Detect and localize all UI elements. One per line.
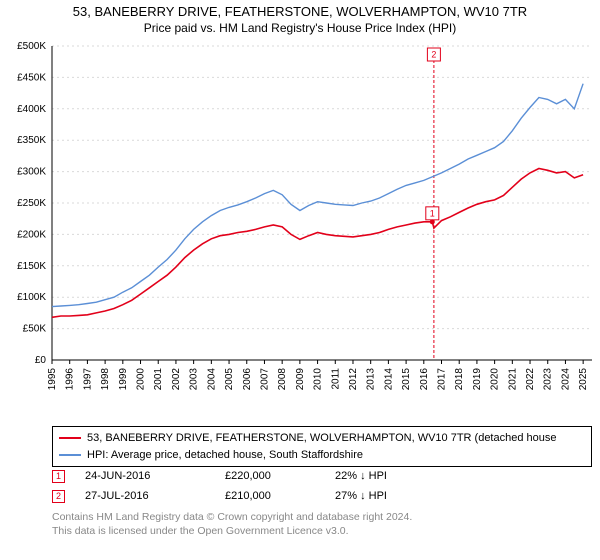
event-row: 1 24-JUN-2016£220,00022% ↓ HPI xyxy=(52,466,592,486)
legend-label: HPI: Average price, detached house, Sout… xyxy=(87,447,363,464)
x-tick-label: 2008 xyxy=(277,368,288,391)
y-tick-label: £450K xyxy=(17,72,46,83)
x-tick-label: 1999 xyxy=(118,368,129,391)
x-tick-label: 2022 xyxy=(525,368,536,391)
chart-title-address: 53, BANEBERRY DRIVE, FEATHERSTONE, WOLVE… xyxy=(0,4,600,19)
x-tick-label: 2021 xyxy=(507,368,518,391)
chart-plot: £0 £50K £100K £150K £200K £250K £300K £350K £400… xyxy=(0,40,600,420)
y-tick-label: £500K xyxy=(17,41,46,52)
event-marker-dot xyxy=(430,219,435,224)
legend-label: 53, BANEBERRY DRIVE, FEATHERSTONE, WOLVE… xyxy=(87,430,557,447)
event-marker-number: 1 xyxy=(430,208,435,218)
x-tick-label: 2002 xyxy=(171,368,182,391)
chart-subtitle: Price paid vs. HM Land Registry's House … xyxy=(0,21,600,35)
y-tick-label: £0 xyxy=(35,355,47,366)
x-tick-label: 2018 xyxy=(454,368,465,391)
y-tick-label: £250K xyxy=(17,198,46,209)
x-tick-label: 2013 xyxy=(366,368,377,391)
x-tick-label: 2023 xyxy=(543,368,554,391)
event-price: £210,000 xyxy=(225,490,335,502)
legend-swatch xyxy=(59,437,81,439)
x-tick-label: 2012 xyxy=(348,368,359,391)
event-marker-number: 2 xyxy=(431,50,436,60)
x-tick-label: 2010 xyxy=(313,368,324,391)
event-date: 27-JUL-2016 xyxy=(85,490,225,502)
y-tick-label: £50K xyxy=(23,324,47,335)
x-tick-label: 1997 xyxy=(82,368,93,391)
chart-svg: £0 £50K £100K £150K £200K £250K £300K £350K £400… xyxy=(0,40,600,420)
x-tick-label: 2007 xyxy=(259,368,270,391)
x-tick-label: 2005 xyxy=(224,368,235,391)
legend-swatch xyxy=(59,454,81,456)
x-tick-label: 2004 xyxy=(206,368,217,391)
x-tick-label: 2000 xyxy=(136,368,147,391)
y-tick-label: £400K xyxy=(17,104,46,115)
event-row: 2 27-JUL-2016£210,00027% ↓ HPI xyxy=(52,486,592,506)
x-tick-label: 2006 xyxy=(242,368,253,391)
x-tick-label: 2015 xyxy=(401,368,412,391)
y-tick-label: £200K xyxy=(17,229,46,240)
chart-container: 53, BANEBERRY DRIVE, FEATHERSTONE, WOLVE… xyxy=(0,0,600,560)
x-tick-label: 2024 xyxy=(560,368,571,391)
x-tick-label: 2020 xyxy=(490,368,501,391)
x-tick-label: 2019 xyxy=(472,368,483,391)
x-tick-label: 2011 xyxy=(330,368,341,390)
x-tick-label: 1996 xyxy=(65,368,76,391)
legend: 53, BANEBERRY DRIVE, FEATHERSTONE, WOLVE… xyxy=(52,426,592,467)
y-tick-label: £100K xyxy=(17,292,46,303)
legend-row: HPI: Average price, detached house, Sout… xyxy=(59,447,585,464)
x-tick-label: 2009 xyxy=(295,368,306,391)
event-delta: 27% ↓ HPI xyxy=(335,490,495,502)
x-tick-label: 2017 xyxy=(437,368,448,391)
title-block: 53, BANEBERRY DRIVE, FEATHERSTONE, WOLVE… xyxy=(0,0,600,35)
event-marker-icon: 1 xyxy=(52,470,65,483)
y-tick-label: £150K xyxy=(17,261,46,272)
x-tick-label: 2025 xyxy=(578,368,589,391)
attribution: Contains HM Land Registry data © Crown c… xyxy=(52,510,592,538)
events-table: 1 24-JUN-2016£220,00022% ↓ HPI 2 27-JUL-201… xyxy=(52,466,592,506)
y-tick-label: £300K xyxy=(17,167,46,178)
attribution-line1: Contains HM Land Registry data © Crown c… xyxy=(52,510,592,524)
event-price: £220,000 xyxy=(225,470,335,482)
event-date: 24-JUN-2016 xyxy=(85,470,225,482)
x-tick-label: 1995 xyxy=(47,368,58,391)
x-tick-label: 2001 xyxy=(153,368,164,391)
x-tick-label: 2016 xyxy=(419,368,430,391)
y-tick-label: £350K xyxy=(17,135,46,146)
x-tick-label: 2003 xyxy=(189,368,200,391)
x-tick-label: 2014 xyxy=(383,368,394,391)
attribution-line2: This data is licensed under the Open Gov… xyxy=(52,524,592,538)
x-tick-label: 1998 xyxy=(100,368,111,391)
event-marker-icon: 2 xyxy=(52,490,65,503)
legend-row: 53, BANEBERRY DRIVE, FEATHERSTONE, WOLVE… xyxy=(59,430,585,447)
event-delta: 22% ↓ HPI xyxy=(335,470,495,482)
